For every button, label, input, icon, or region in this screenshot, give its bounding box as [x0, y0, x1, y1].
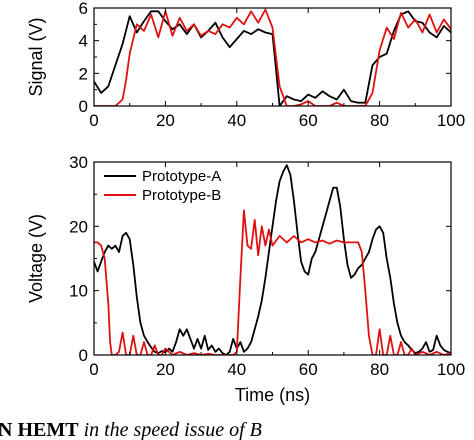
y-axis-title: Voltage (V) — [26, 214, 46, 303]
y-tick-label: 2 — [79, 64, 88, 83]
series-line-prototype-b — [94, 209, 451, 355]
x-tick-label: 40 — [227, 111, 246, 130]
x-tick-label: 20 — [156, 111, 175, 130]
x-tick-label: 60 — [299, 360, 318, 379]
y-tick-label: 20 — [69, 217, 88, 236]
x-tick-label: 60 — [299, 111, 318, 130]
x-tick-label: 40 — [227, 360, 246, 379]
y-tick-label: 30 — [69, 153, 88, 172]
x-tick-label: 100 — [437, 111, 465, 130]
series-line-black — [94, 10, 451, 106]
voltage-panel: 0 20 40 60 80 100 0 10 20 30 Voltage (V) Time (ns) P… — [26, 153, 465, 405]
x-tick-label: 0 — [89, 360, 98, 379]
y-tick-label: 0 — [79, 97, 88, 116]
y-axis-title: Signal (V) — [26, 17, 46, 96]
x-tick-label: 100 — [437, 360, 465, 379]
caption: N HEMT in the speed issue of B — [0, 419, 262, 440]
caption-rest-text: in the speed issue of — [79, 419, 248, 440]
legend-label: Prototype-A — [142, 168, 221, 185]
caption-tail-text: B — [245, 419, 262, 440]
y-tick-label: 0 — [79, 346, 88, 365]
caption-bold-text: N HEMT — [0, 419, 79, 440]
y-tick-label: 4 — [79, 32, 88, 51]
series-line-red — [94, 8, 451, 106]
y-tick-label: 6 — [79, 0, 88, 18]
x-tick-label: 80 — [370, 360, 389, 379]
x-axis-title: Time (ns) — [235, 385, 310, 405]
x-tick-label: 0 — [89, 111, 98, 130]
legend-label: Prototype-B — [142, 187, 221, 204]
x-tick-label: 80 — [370, 111, 389, 130]
signal-panel: 0 20 40 60 80 100 0 2 4 6 Signal (V) — [26, 0, 465, 130]
x-tick-label: 20 — [156, 360, 175, 379]
y-tick-label: 10 — [69, 282, 88, 301]
